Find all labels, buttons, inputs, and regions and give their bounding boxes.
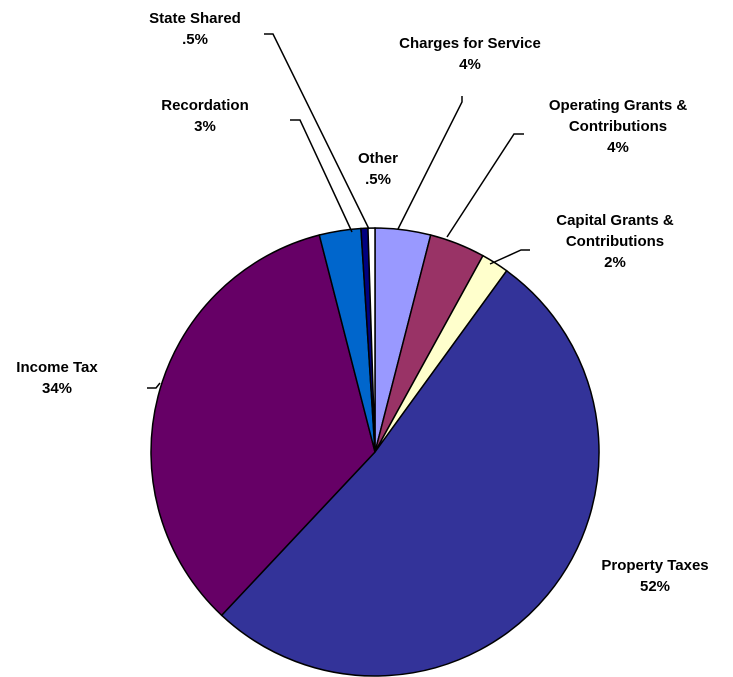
category-name: Charges for Service [399, 35, 541, 52]
leader-line [397, 96, 463, 230]
slice-label: Charges for Service 4% [370, 33, 570, 75]
slice-label: Capital Grants & Contributions 2% [530, 210, 700, 273]
pie-slice [220, 269, 600, 677]
leader-line [147, 382, 161, 389]
value-label: 52% [639, 578, 671, 595]
leader-line [264, 33, 370, 230]
slices [150, 227, 600, 677]
value-label: 2% [604, 254, 626, 271]
category-name: Property Taxes [601, 557, 709, 574]
slice-label: Other .5% [338, 148, 418, 190]
value-label: 34% [41, 380, 73, 397]
leader-line [446, 133, 524, 238]
value-label: 4% [607, 139, 629, 156]
leader-lines [147, 33, 530, 389]
value-label: 3% [194, 118, 216, 135]
value-label: 4% [459, 56, 481, 73]
category-name: Capital Grants & Contributions [556, 212, 674, 250]
leader-line [489, 249, 530, 265]
category-name: Income Tax [16, 359, 98, 376]
slice-label: Operating Grants & Contributions 4% [528, 95, 708, 158]
leader-line [290, 119, 353, 233]
category-name: Other [357, 150, 398, 167]
slice-label: State Shared .5% [120, 8, 270, 50]
category-name: Recordation [161, 97, 249, 114]
slice-label: Income Tax 34% [0, 357, 117, 399]
pie-slice [150, 234, 376, 617]
category-name: Operating Grants & Contributions [548, 97, 688, 135]
value-label: .5% [365, 171, 391, 188]
category-name: State Shared [149, 10, 241, 27]
slice-label: Recordation 3% [130, 95, 280, 137]
slice-label: Property Taxes 52% [575, 555, 733, 597]
value-label: .5% [182, 31, 208, 48]
